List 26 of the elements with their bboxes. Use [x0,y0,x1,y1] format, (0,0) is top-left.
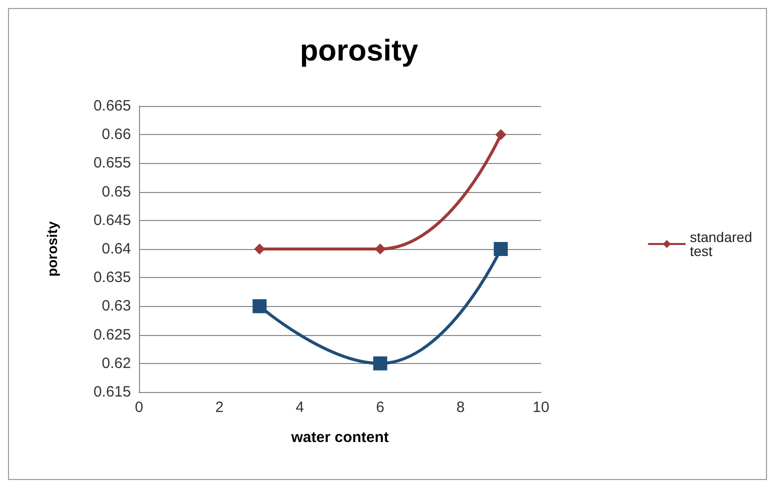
y-tick-label: 0.64 [102,240,131,258]
y-tick-label: 0.625 [93,326,131,344]
y-axis-title: porosity [44,221,60,277]
y-tick-label: 0.635 [93,269,131,286]
y-tick-label: 0.62 [102,354,131,372]
y-tick-label: 0.665 [93,98,131,114]
x-tick-label: 2 [215,399,224,416]
x-tick-label: 4 [296,399,304,416]
y-tick-label: 0.655 [93,154,131,172]
y-tick-label: 0.63 [102,298,131,315]
y-tick-label: 0.645 [93,212,131,229]
point [494,242,508,256]
point [374,244,386,254]
y-tick-label: 0.615 [93,384,131,400]
x-axis-title: water content [290,429,389,446]
legend-label: standared test [690,229,756,259]
x-tick-label: 8 [456,399,465,416]
x-tick-label: 0 [134,399,144,416]
x-tick-label: 10 [532,399,550,416]
point [495,129,506,140]
point [373,356,388,370]
x-tick-label: 6 [376,399,384,416]
y-tick-label: 0.65 [102,183,131,200]
chart-title: porosity [300,34,418,68]
point [252,299,267,314]
y-tick-label: 0.66 [102,126,131,144]
